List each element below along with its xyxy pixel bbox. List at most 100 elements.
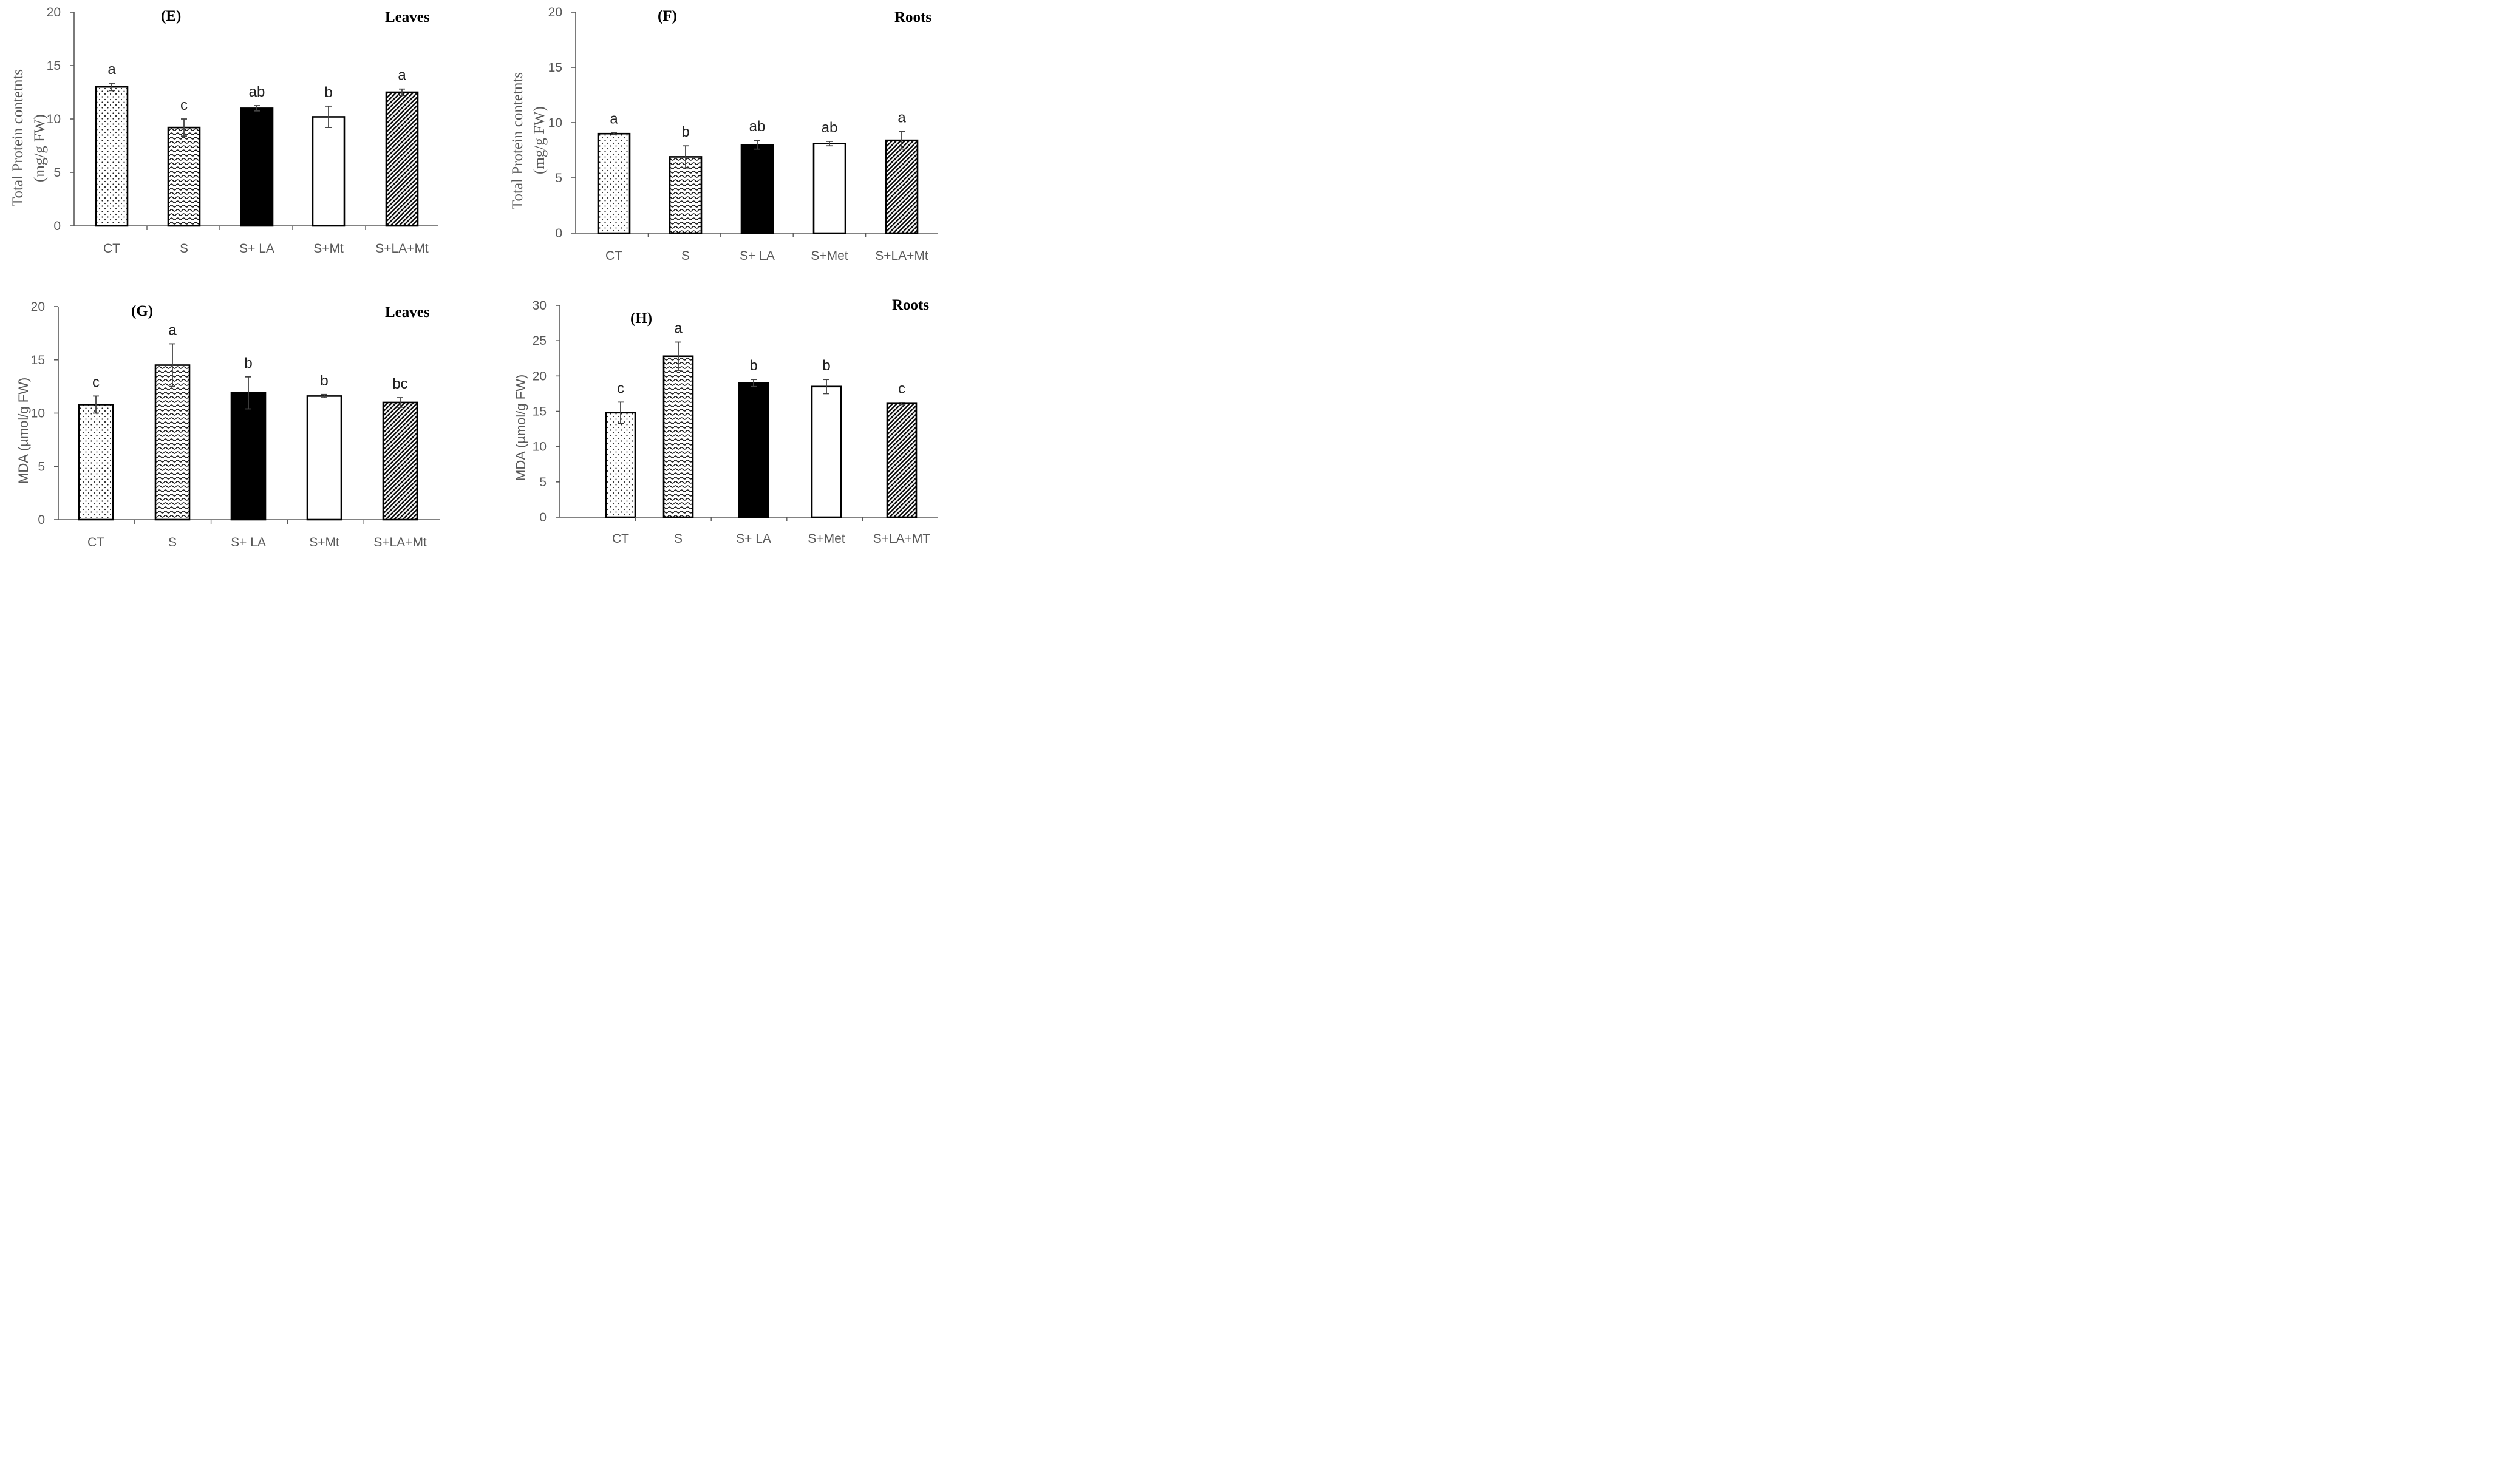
bar bbox=[95, 86, 129, 227]
y-ticks: 0 5 10 15 20 bbox=[31, 300, 364, 527]
significance-letter: a bbox=[107, 61, 116, 78]
bar bbox=[385, 91, 419, 227]
y-tick-label: 10 bbox=[31, 407, 45, 421]
significance-letter: b bbox=[320, 373, 328, 389]
x-tick-label: S+Mt bbox=[309, 535, 339, 549]
bar bbox=[597, 132, 631, 234]
y-tick-label: 15 bbox=[548, 61, 562, 75]
x-tick-label: S+LA+Mt bbox=[375, 242, 429, 256]
y-axis-label-line-1: Total Protein contetnts bbox=[509, 72, 526, 209]
y-tick-label: 20 bbox=[47, 5, 61, 19]
error-bars bbox=[109, 83, 405, 137]
error-bar bbox=[399, 88, 405, 97]
error-bar bbox=[683, 145, 689, 169]
error-bar bbox=[321, 393, 327, 398]
y-axis-label: MDA (µmol/g FW) bbox=[513, 375, 528, 481]
significance-letters: c a b b bc bbox=[92, 322, 408, 392]
significance-letter: a bbox=[674, 320, 683, 336]
x-tick-label: S+ LA bbox=[239, 242, 274, 256]
bar bbox=[662, 355, 694, 518]
error-bar bbox=[109, 83, 115, 92]
x-tick-label: CT bbox=[103, 242, 120, 256]
y-tick-label: 30 bbox=[533, 299, 547, 313]
x-tick-label: CT bbox=[87, 535, 104, 549]
significance-letter: bc bbox=[392, 376, 407, 392]
error-bars bbox=[611, 131, 905, 169]
chart-panel-e: 0 5 10 15 20 CT S S+ LA S+Mt S+LA+Mt a c ab b a Tota… bbox=[10, 5, 438, 256]
panel-label: (F) bbox=[658, 8, 677, 24]
x-tick-labels: CT S S+ LA S+Mt S+LA+Mt bbox=[87, 535, 427, 549]
significance-letter: ab bbox=[749, 118, 766, 135]
significance-letters: a c ab b a bbox=[107, 61, 406, 114]
organ-label: Leaves bbox=[385, 304, 430, 321]
error-bar bbox=[181, 118, 187, 137]
significance-letter: c bbox=[617, 380, 624, 396]
x-tick-label: S+Met bbox=[808, 532, 845, 546]
bar bbox=[812, 143, 846, 234]
panel-label: (H) bbox=[630, 310, 652, 327]
bar bbox=[312, 116, 346, 227]
significance-letters: ab ab aba bbox=[610, 110, 906, 141]
bar bbox=[78, 404, 114, 521]
error-bars bbox=[93, 343, 403, 414]
error-bar bbox=[751, 379, 757, 387]
significance-letters: c a b b c bbox=[617, 320, 905, 396]
bar bbox=[154, 364, 191, 521]
y-tick-label: 15 bbox=[47, 59, 61, 73]
significance-letter: ab bbox=[249, 84, 265, 100]
significance-letter: b bbox=[822, 358, 830, 374]
organ-label: Roots bbox=[894, 9, 931, 25]
significance-letter: c bbox=[180, 97, 188, 114]
bars bbox=[605, 355, 918, 518]
x-tick-label: CT bbox=[605, 249, 622, 263]
y-axis-label-line-2: (mg/g FW) bbox=[32, 114, 48, 182]
significance-letter: b bbox=[244, 355, 252, 372]
y-ticks: 0 5 10 15 20 25 30 bbox=[533, 299, 863, 525]
error-bar bbox=[823, 379, 829, 395]
y-tick-label: 10 bbox=[548, 116, 562, 130]
panel-label: (G) bbox=[131, 303, 153, 319]
y-axis-label: Total Protein contetnts (mg/g FW) bbox=[509, 69, 548, 209]
y-tick-label: 10 bbox=[47, 112, 61, 126]
x-tick-label: S+LA+Mt bbox=[373, 535, 427, 549]
bar bbox=[740, 144, 774, 234]
y-tick-label: 10 bbox=[533, 440, 547, 454]
x-tick-labels: CT S S+ LA S+Mt S+LA+Mt bbox=[103, 242, 429, 256]
error-bar bbox=[899, 131, 905, 150]
y-tick-label: 0 bbox=[555, 226, 562, 240]
x-tick-label: S bbox=[674, 532, 683, 546]
y-tick-label: 25 bbox=[533, 334, 547, 348]
panel-label: (E) bbox=[161, 8, 181, 24]
y-ticks: 0 5 10 15 20 bbox=[548, 5, 867, 240]
error-bars bbox=[618, 341, 905, 424]
bar bbox=[240, 107, 274, 227]
y-tick-label: 15 bbox=[533, 405, 547, 419]
error-bar bbox=[754, 140, 760, 150]
error-bar bbox=[611, 132, 617, 135]
bar bbox=[230, 392, 267, 521]
y-tick-label: 15 bbox=[31, 353, 45, 367]
y-axis-label-line-1: MDA (µmol/g FW) bbox=[16, 378, 31, 484]
organ-label: Roots bbox=[892, 297, 929, 313]
significance-letter: a bbox=[897, 110, 906, 126]
error-bar bbox=[325, 105, 332, 128]
x-tick-label: CT bbox=[612, 532, 629, 546]
bar bbox=[382, 401, 418, 521]
bar bbox=[886, 402, 918, 518]
x-tick-label: S+ LA bbox=[740, 249, 775, 263]
y-tick-label: 0 bbox=[539, 511, 547, 525]
bars bbox=[78, 364, 418, 521]
bars bbox=[597, 132, 919, 234]
y-tick-label: 5 bbox=[53, 166, 61, 180]
significance-letter: c bbox=[92, 374, 100, 390]
bar bbox=[669, 156, 703, 234]
significance-letter: ab bbox=[822, 120, 838, 136]
error-bar bbox=[826, 141, 833, 147]
x-tick-labels: CT S S+ LA S+Met S+LA+Mt bbox=[605, 249, 928, 263]
significance-letter: b bbox=[681, 124, 689, 140]
error-bar bbox=[618, 401, 624, 424]
significance-letter: a bbox=[398, 67, 406, 84]
error-bar bbox=[245, 376, 251, 410]
x-tick-label: S+ LA bbox=[231, 535, 266, 549]
